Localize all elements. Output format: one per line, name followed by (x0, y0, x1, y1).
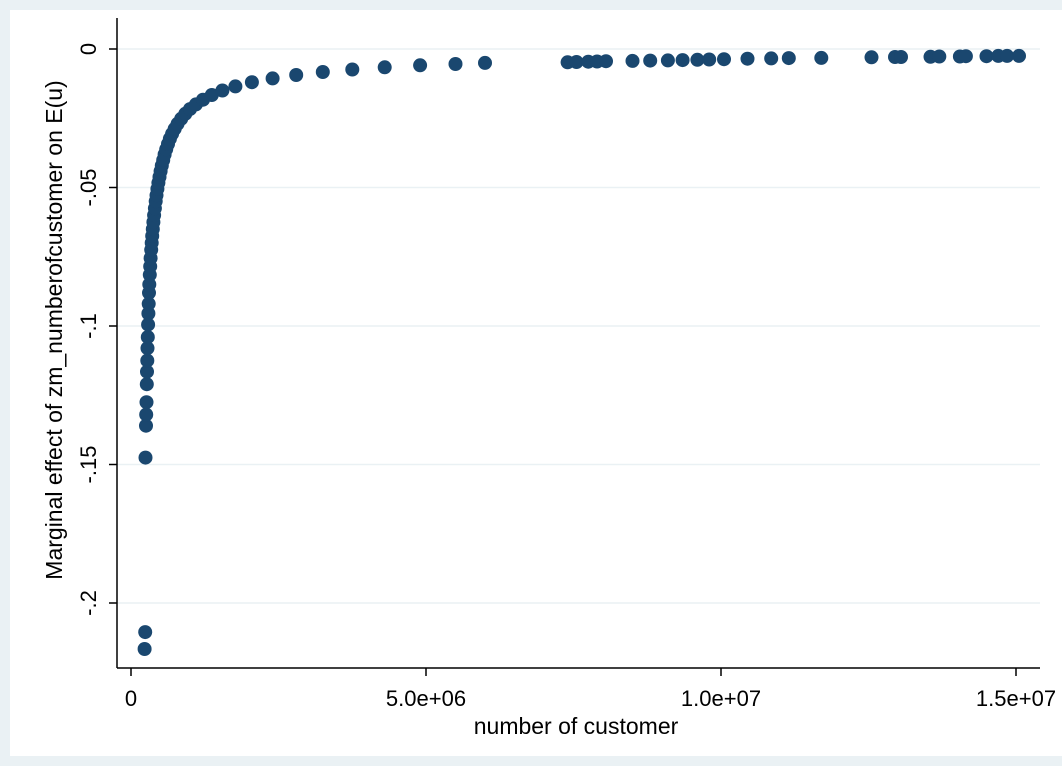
data-point-63 (625, 53, 640, 68)
data-points (137, 48, 1026, 656)
y-tick-label-3: -.15 (76, 446, 101, 484)
data-point-6 (139, 377, 154, 392)
data-point-78 (932, 49, 947, 64)
x-tick-label-1: 5.0e+06 (386, 686, 466, 711)
data-point-55 (413, 58, 428, 73)
x-tick-label-2: 1.0e+07 (681, 686, 761, 711)
axes (116, 18, 1040, 669)
gridlines (117, 48, 1040, 604)
data-point-51 (289, 68, 304, 82)
data-point-69 (717, 52, 731, 67)
data-point-52 (315, 65, 330, 79)
data-point-76 (894, 50, 908, 64)
y-tick-label-1: -.05 (76, 169, 101, 207)
y-tick-label-0: 0 (76, 43, 101, 55)
data-point-56 (448, 57, 463, 71)
data-point-64 (643, 53, 658, 68)
y-tick-label-2: -.1 (76, 313, 101, 339)
data-point-71 (764, 51, 779, 66)
data-point-81 (979, 49, 994, 64)
data-point-72 (781, 51, 796, 66)
data-point-48 (228, 79, 243, 94)
data-point-57 (478, 55, 492, 70)
data-point-67 (690, 52, 705, 67)
data-point-70 (740, 51, 755, 66)
x-tick-label-3: 1.5e+07 (976, 686, 1056, 711)
data-point-53 (345, 62, 360, 77)
data-point-11 (141, 317, 156, 332)
inner-panel (10, 10, 1062, 756)
data-point-66 (675, 53, 690, 68)
data-point-8 (140, 353, 155, 368)
data-point-47 (215, 83, 230, 98)
x-tick-label-0: 0 (125, 686, 137, 711)
data-point-46 (204, 88, 219, 102)
data-point-68 (702, 52, 717, 67)
data-point-74 (864, 50, 879, 65)
data-point-2 (138, 450, 153, 465)
y-tick-label-4: -.2 (76, 590, 101, 616)
data-point-7 (140, 364, 154, 379)
data-point-62 (599, 54, 613, 69)
data-point-0 (137, 642, 152, 656)
x-axis-title: number of customer (474, 713, 679, 739)
data-point-83 (1000, 48, 1015, 63)
data-point-54 (377, 60, 392, 75)
data-point-65 (660, 53, 675, 68)
data-point-50 (265, 71, 280, 86)
data-point-84 (1012, 48, 1026, 63)
data-point-3 (139, 418, 153, 433)
data-point-5 (139, 395, 154, 410)
data-point-1 (138, 625, 153, 640)
y-axis-title: Marginal effect of zm_numberofcustomer o… (41, 80, 67, 579)
data-point-73 (814, 50, 829, 65)
y-ticks: 0 -.05 -.1 -.15 -.2 (76, 43, 117, 616)
data-point-59 (569, 55, 584, 69)
data-point-49 (244, 75, 259, 90)
data-point-13 (141, 296, 156, 311)
x-ticks: 0 5.0e+06 1.0e+07 1.5e+07 (125, 668, 1056, 711)
data-point-9 (140, 341, 155, 356)
data-point-80 (958, 49, 973, 64)
data-point-4 (139, 407, 154, 422)
data-point-10 (140, 330, 155, 345)
